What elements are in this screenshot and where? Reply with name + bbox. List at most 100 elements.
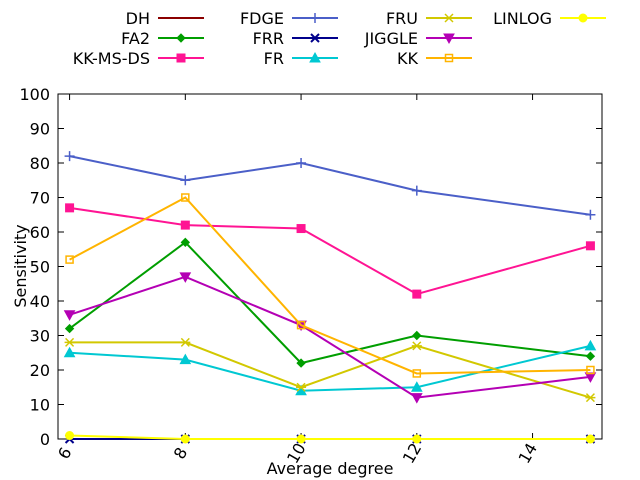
- legend-marker: [578, 13, 588, 23]
- series-fdge: [64, 151, 596, 220]
- y-tick-label: 50: [30, 258, 50, 277]
- data-point: [296, 224, 306, 234]
- legend-label: LINLOG: [493, 9, 552, 28]
- legend-entry: FRU: [386, 9, 472, 28]
- legend-entry: KK: [397, 49, 472, 68]
- x-axis-title: Average degree: [267, 459, 394, 478]
- data-point: [180, 337, 191, 347]
- y-tick-label: 10: [30, 396, 50, 415]
- data-point: [65, 255, 74, 264]
- data-point: [296, 158, 307, 168]
- legend-marker: [444, 13, 454, 23]
- data-point: [296, 358, 306, 368]
- data-point: [65, 203, 75, 213]
- data-point: [584, 339, 597, 351]
- series-line: [69, 434, 591, 440]
- legend-label: FRU: [386, 9, 418, 28]
- legend-label: FR: [264, 49, 284, 68]
- data-point: [180, 237, 191, 248]
- x-tick-label: 8: [170, 444, 192, 462]
- legend-marker: [176, 33, 186, 43]
- series-fr: [63, 339, 597, 396]
- legend-entry: JIGGLE: [364, 29, 472, 48]
- legend-marker: [309, 51, 321, 63]
- data-point: [585, 209, 596, 220]
- plot-frame: [57, 93, 603, 440]
- legend-label: KK-MS-DS: [73, 49, 150, 68]
- data-point: [181, 193, 190, 202]
- y-axis-title: Sensitivity: [11, 224, 30, 307]
- y-axis: 0 10 20 30 40 50 60 70 80 90 100: [19, 85, 602, 449]
- data-point: [296, 434, 306, 444]
- legend-marker: [176, 53, 186, 63]
- legend-marker: [444, 53, 454, 63]
- series-layer: [63, 151, 597, 444]
- data-point: [410, 393, 423, 404]
- y-tick-label: 20: [30, 361, 50, 380]
- series-line: [69, 206, 591, 296]
- y-tick-label: 90: [30, 120, 50, 139]
- data-point: [179, 272, 192, 283]
- y-tick-label: 60: [30, 223, 50, 242]
- plot-area: 0 10 20 30 40 50 60 70 80 90 100 6 8 10 12 14: [19, 85, 603, 467]
- y-tick-label: 0: [40, 430, 50, 449]
- data-point: [412, 330, 422, 341]
- data-point: [63, 346, 76, 358]
- series-line: [69, 155, 591, 216]
- legend-label: FA2: [121, 29, 150, 48]
- data-point: [64, 151, 75, 162]
- data-point: [412, 289, 422, 299]
- data-point: [412, 434, 422, 444]
- legend-label: KK: [397, 49, 418, 68]
- series-fru: [64, 337, 596, 403]
- data-point: [180, 220, 190, 230]
- data-point: [412, 369, 422, 378]
- data-point: [63, 310, 76, 321]
- legend-entry: FDGE: [240, 9, 338, 28]
- series-linlog: [65, 431, 595, 444]
- legend-entry: DH: [126, 9, 204, 28]
- y-tick-label: 40: [30, 292, 50, 311]
- series-line: [69, 344, 591, 392]
- legend-marker: [310, 33, 320, 43]
- data-point: [179, 353, 192, 365]
- y-tick-label: 80: [30, 154, 50, 173]
- data-point: [411, 185, 422, 196]
- data-point: [585, 393, 596, 403]
- legend-marker: [310, 13, 320, 23]
- legend-label: DH: [126, 9, 150, 28]
- legend-label: JIGGLE: [364, 29, 418, 48]
- data-point: [64, 323, 75, 334]
- data-point: [410, 381, 423, 392]
- legend-entry: KK-MS-DS: [73, 49, 204, 68]
- data-point: [585, 351, 596, 361]
- legend-entry: FR: [264, 49, 338, 68]
- series-fa2: [64, 237, 596, 368]
- x-tick-label: 14: [514, 440, 541, 467]
- x-tick-label: 12: [399, 440, 426, 467]
- data-point: [180, 434, 190, 444]
- data-point: [296, 320, 306, 330]
- legend-entry: FRR: [253, 29, 338, 48]
- legend-label: FDGE: [240, 9, 284, 28]
- data-point: [64, 337, 75, 347]
- data-point: [585, 241, 595, 251]
- data-point: [586, 365, 595, 375]
- data-point: [411, 341, 422, 351]
- data-point: [180, 175, 191, 186]
- x-tick-label: 6: [54, 444, 76, 462]
- series-line: [69, 196, 591, 375]
- data-point: [65, 431, 75, 441]
- series-kk: [65, 193, 595, 378]
- data-point: [296, 382, 307, 392]
- legend-entry: FA2: [121, 29, 204, 48]
- legend-label: FRR: [253, 29, 284, 48]
- legend-entry: LINLOG: [493, 9, 606, 28]
- legend-marker: [443, 33, 455, 45]
- data-point: [585, 434, 595, 444]
- y-tick-label: 30: [30, 327, 50, 346]
- series-kk-ms-ds: [65, 203, 595, 299]
- series-line: [68, 241, 591, 365]
